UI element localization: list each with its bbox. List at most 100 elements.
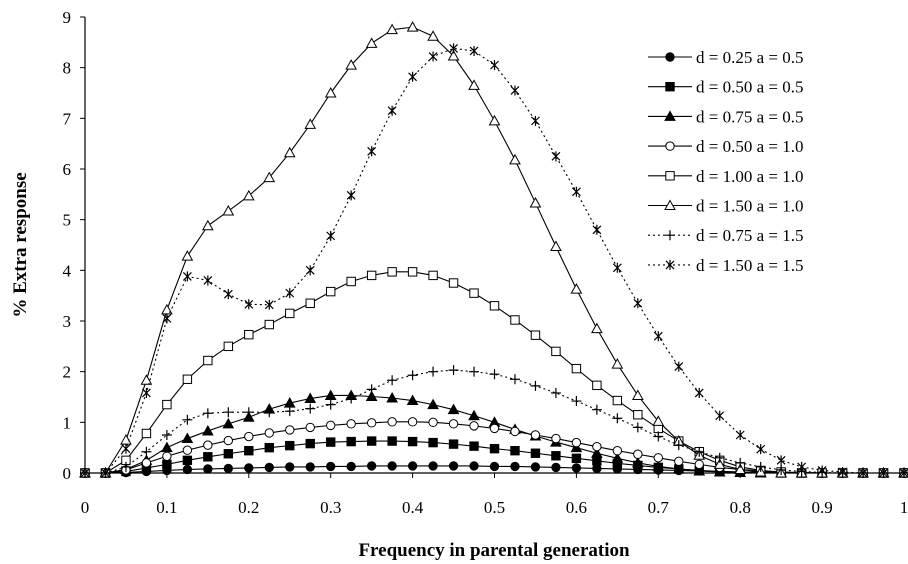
data-point: [571, 396, 582, 407]
data-point: [530, 380, 541, 391]
data-point: [162, 313, 172, 324]
data-point: [387, 417, 397, 427]
data-point: [612, 413, 623, 424]
data-point: [449, 43, 458, 54]
data-point: [550, 387, 561, 398]
data-point: [387, 267, 397, 277]
data-point: [713, 458, 726, 469]
data-point: [244, 329, 254, 340]
data-point: [387, 461, 397, 471]
data-point: [141, 446, 152, 457]
x-tick-label: 0.6: [566, 498, 587, 517]
data-point: [366, 418, 377, 428]
data-point: [141, 458, 152, 468]
data-point: [161, 441, 173, 453]
legend-marker: [664, 199, 676, 210]
x-tick-label: 0.9: [811, 498, 832, 517]
legend-item: d = 1.50 a = 1.5: [648, 256, 803, 275]
x-tick-label: 0.2: [238, 498, 259, 517]
data-point: [182, 414, 193, 425]
data-point: [551, 151, 561, 162]
data-point: [633, 449, 643, 459]
data-point: [592, 380, 602, 391]
data-point: [203, 355, 213, 366]
data-point: [242, 189, 255, 201]
data-point: [244, 446, 254, 456]
legend-label: d = 0.75 a = 1.5: [696, 226, 803, 245]
data-point: [324, 389, 337, 400]
data-point: [674, 361, 684, 372]
data-point: [305, 298, 315, 308]
data-point: [797, 461, 807, 472]
data-point: [428, 366, 439, 377]
data-point: [571, 463, 582, 473]
legend-item: d = 1.50 a = 1.0: [648, 197, 803, 216]
data-point: [141, 428, 152, 439]
series-8: [80, 43, 908, 478]
data-point: [346, 419, 356, 429]
data-point: [264, 319, 274, 330]
data-point: [879, 468, 888, 478]
data-point: [592, 456, 602, 466]
data-point: [776, 464, 787, 475]
data-point: [631, 456, 644, 468]
data-point: [366, 436, 377, 446]
data-point: [202, 408, 213, 419]
x-tick-label: 0.5: [484, 498, 505, 517]
data-point: [264, 442, 274, 453]
data-point: [181, 250, 194, 261]
legend-label: d = 0.50 a = 1.0: [696, 137, 803, 156]
x-tick-label: 0.1: [156, 498, 177, 517]
data-point: [488, 114, 501, 126]
data-point: [162, 459, 172, 470]
data-point: [448, 439, 459, 449]
data-point: [530, 462, 541, 472]
data-point: [366, 461, 377, 471]
data-point: [591, 447, 603, 458]
data-point: [285, 462, 295, 472]
data-point: [551, 451, 561, 461]
data-point: [181, 432, 194, 444]
data-point: [612, 446, 623, 456]
data-point: [285, 425, 295, 435]
data-point: [673, 440, 684, 451]
legend-label: d = 0.50 a = 0.5: [696, 78, 803, 97]
data-point: [468, 409, 480, 421]
data-point: [653, 453, 663, 463]
data-point: [182, 271, 192, 282]
data-point: [223, 341, 234, 352]
data-point: [510, 446, 520, 456]
data-point: [468, 79, 480, 90]
data-point: [550, 240, 562, 252]
data-point: [121, 443, 131, 454]
data-point: [510, 461, 520, 472]
data-point: [510, 315, 520, 325]
data-point: [817, 465, 827, 476]
data-point: [694, 446, 705, 457]
data-point: [510, 426, 520, 437]
data-point: [490, 60, 499, 71]
data-point: [448, 419, 459, 429]
data-point: [264, 407, 275, 418]
data-point: [591, 322, 603, 334]
data-point: [305, 265, 315, 276]
data-point: [263, 171, 276, 183]
data-point: [243, 407, 254, 418]
data-point: [447, 49, 460, 61]
data-point: [612, 395, 623, 406]
data-point: [264, 428, 274, 438]
data-point: [509, 153, 521, 165]
data-point: [324, 86, 337, 98]
legend-marker: [665, 52, 675, 62]
data-point: [407, 461, 418, 471]
data-point: [162, 399, 172, 410]
data-point: [858, 468, 868, 478]
data-point: [510, 85, 520, 96]
data-point: [469, 45, 479, 56]
data-point: [571, 363, 582, 374]
data-point: [326, 286, 336, 297]
y-tick-label: 5: [63, 211, 72, 230]
data-point: [386, 23, 398, 35]
data-point: [693, 464, 706, 476]
data-point: [325, 399, 336, 410]
